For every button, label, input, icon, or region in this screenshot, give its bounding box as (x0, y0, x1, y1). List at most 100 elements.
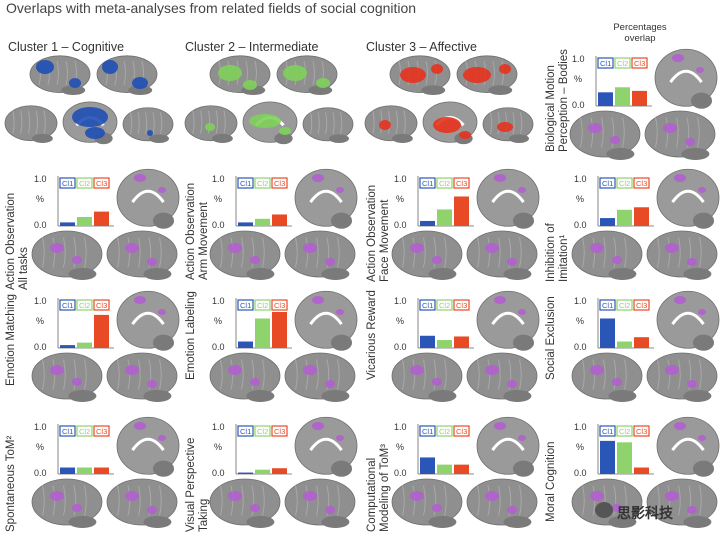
brain-sulcus (159, 237, 162, 268)
brain-sulcus (657, 359, 660, 390)
overlay-blob (432, 378, 442, 386)
brain-cerebellum (690, 92, 713, 109)
brain-sulcus (56, 60, 59, 86)
brain-sulcus (497, 112, 500, 135)
brain-sulcus (137, 112, 140, 135)
axis-max-label: 1.0 (394, 296, 407, 306)
overlay-blob (72, 378, 82, 386)
brain-sulcus (582, 359, 585, 390)
brain-sulcus (241, 237, 244, 268)
overlay-blob (312, 422, 324, 430)
brain-sulcus (192, 110, 195, 134)
panel-brain-medial (294, 290, 358, 351)
corpus-callosum (671, 437, 705, 452)
panel-brain-medial (476, 290, 540, 351)
brain-cerebellum (692, 334, 715, 351)
overlay-blob (518, 187, 526, 193)
corpus-callosum (491, 311, 525, 326)
axis-unit-label: % (396, 194, 404, 204)
legend-box (237, 177, 254, 189)
cluster-blob (279, 127, 291, 135)
legend-box (254, 299, 271, 311)
axis-max-label: 1.0 (34, 296, 47, 306)
axis-unit-label: % (214, 316, 222, 326)
legend-box (633, 425, 650, 437)
panel-brain-medial (656, 416, 720, 477)
panel-brain-left (31, 478, 103, 528)
overlay-blob (685, 138, 695, 146)
overlay-blob (494, 422, 506, 430)
legend-box (237, 425, 254, 437)
legend-label: Cl1 (422, 427, 433, 436)
overlay-blob (228, 365, 242, 375)
brain-sulcus (159, 485, 162, 516)
overlay-blob (72, 504, 82, 512)
wechat-icon (595, 502, 613, 518)
legend-label: Cl2 (619, 179, 630, 188)
axis-unit-label: % (576, 442, 584, 452)
legend-label: Cl3 (96, 179, 107, 188)
overlay-blob (590, 243, 604, 253)
legend-label: Cl2 (257, 427, 268, 436)
overlay-blob (665, 365, 679, 375)
overlay-blob (50, 365, 64, 375)
overlay-blob (590, 365, 604, 375)
bar-cl3 (94, 467, 109, 474)
panel: 1.0% 0.0 Cl1 Cl2 Cl3 (31, 168, 180, 280)
brain-sulcus (200, 110, 203, 134)
legend-box (76, 299, 93, 311)
panel: 1.0% 0.0 Cl1 Cl2 Cl3 (209, 416, 358, 528)
legend-label: Cl2 (257, 179, 268, 188)
brain-cerebellum (68, 268, 97, 280)
overlay-blob (158, 435, 166, 441)
panel-brain-right (284, 230, 356, 280)
brain-cerebellum (143, 268, 172, 280)
panel-brain-medial (476, 168, 540, 229)
overlay-blob (325, 258, 335, 266)
corpus-callosum (131, 311, 165, 326)
brain-sulcus (582, 237, 585, 268)
panel: 1.0% 0.0 Cl1 Cl2 Cl3 (391, 168, 540, 280)
brain-medial (656, 168, 720, 227)
brain-cerebellum (606, 148, 635, 160)
cluster-2-label: Cluster 2 – Intermediate (185, 40, 319, 54)
legend-box (599, 299, 616, 311)
brain-medial (654, 48, 718, 107)
overlay-blob (336, 187, 344, 193)
brain-cerebellum (681, 148, 710, 160)
brain-sulcus (613, 237, 617, 268)
overlay-blob (147, 506, 157, 514)
brain-sulcus (332, 112, 335, 135)
axis-max-label: 1.0 (212, 174, 225, 184)
brain-sulcus (603, 237, 606, 268)
brain-cerebellum (512, 212, 535, 229)
brain-sulcus (317, 112, 320, 135)
legend-box (453, 425, 470, 437)
cluster-brain-lateral (364, 105, 418, 143)
legend-label: Cl2 (79, 427, 90, 436)
cluster-blob (316, 78, 330, 88)
overlay-blob (674, 174, 686, 182)
brain-sulcus (622, 117, 625, 148)
brain-cerebellum (428, 268, 457, 280)
panel-brain-right (466, 230, 538, 280)
overlay-blob (50, 243, 64, 253)
legend-label: Cl1 (62, 427, 73, 436)
overlay-blob (158, 309, 166, 315)
brain-sulcus (138, 359, 141, 390)
legend-box (93, 425, 110, 437)
panel-brain-right (646, 352, 718, 402)
legend-label: Cl3 (274, 301, 285, 310)
panel-brain-left (571, 230, 643, 280)
overlay-blob (336, 309, 344, 315)
brain-sulcus (241, 485, 244, 516)
cluster-1-label: Cluster 1 – Cognitive (8, 40, 125, 54)
brain-cerebellum (512, 334, 535, 351)
brain-sulcus (63, 237, 66, 268)
brain-sulcus (241, 359, 244, 390)
brain-sulcus (117, 237, 120, 268)
brain-sulcus (73, 485, 77, 516)
brain-sulcus (20, 110, 23, 134)
overlay-blob (665, 491, 679, 501)
overlay-blob (325, 380, 335, 388)
